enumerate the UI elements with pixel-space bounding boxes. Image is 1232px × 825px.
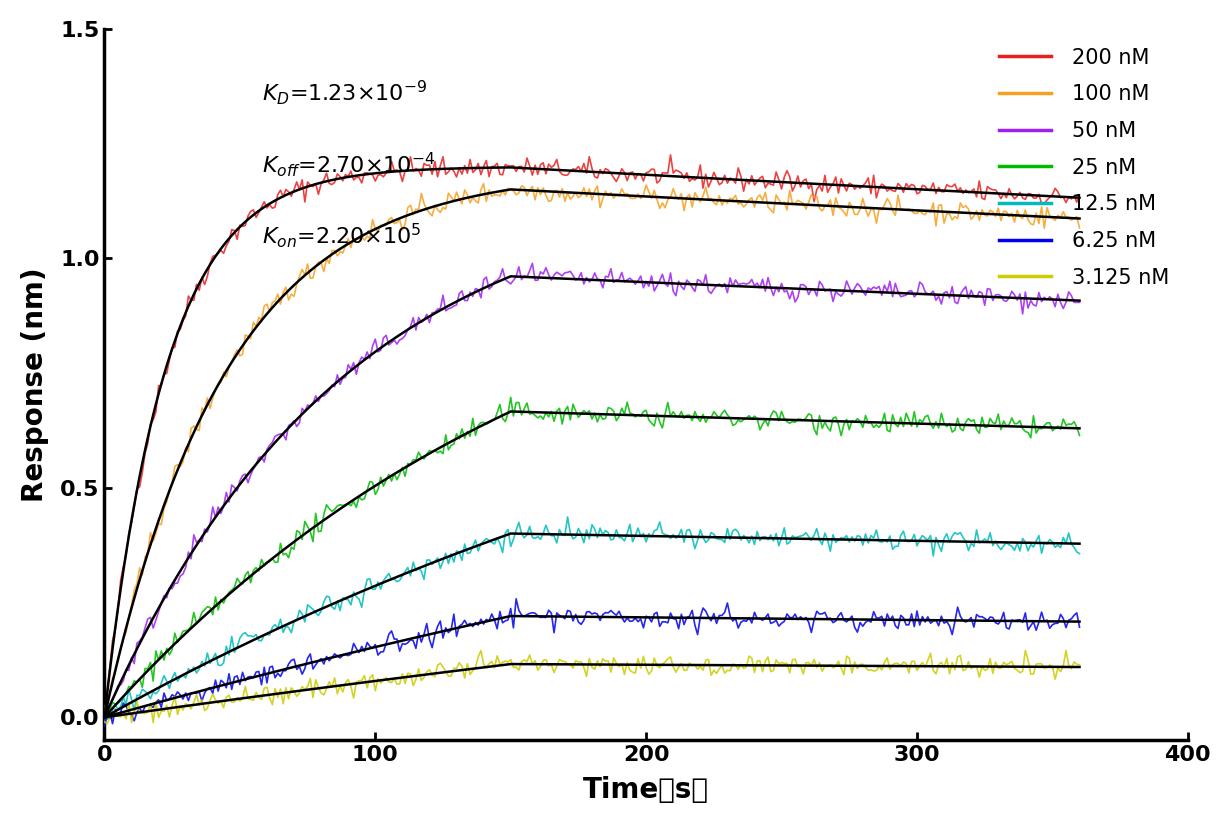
Y-axis label: Response (nm): Response (nm) (21, 267, 49, 502)
Legend: 200 nM, 100 nM, 50 nM, 25 nM, 12.5 nM, 6.25 nM, 3.125 nM: 200 nM, 100 nM, 50 nM, 25 nM, 12.5 nM, 6… (991, 40, 1178, 296)
Text: $K_{off}$=2.70$\times$10$^{-4}$: $K_{off}$=2.70$\times$10$^{-4}$ (261, 150, 435, 178)
Text: $K_{on}$=2.20$\times$10$^5$: $K_{on}$=2.20$\times$10$^5$ (261, 221, 421, 250)
X-axis label: Time（s）: Time（s） (583, 776, 710, 804)
Text: $K_D$=1.23$\times$10$^{-9}$: $K_D$=1.23$\times$10$^{-9}$ (261, 78, 426, 107)
